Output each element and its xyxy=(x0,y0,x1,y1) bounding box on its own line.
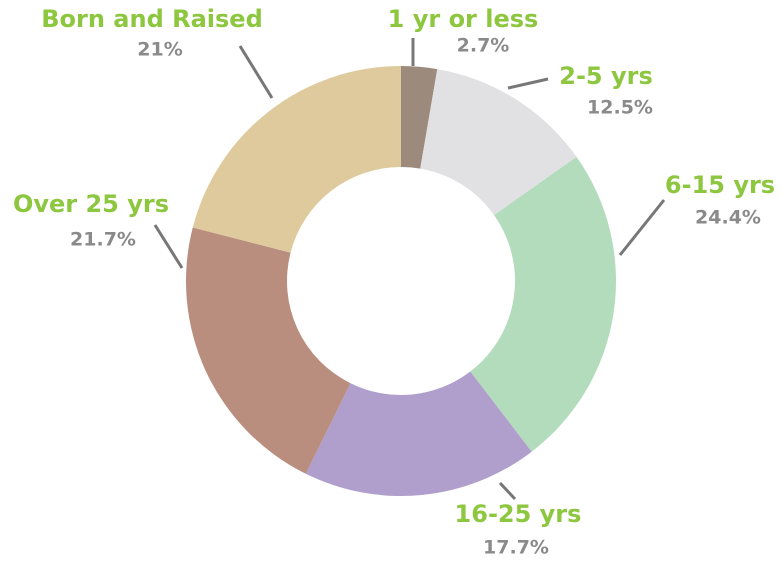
slice-label: 2-5 yrs xyxy=(559,62,652,90)
value-label: 2.7% xyxy=(457,35,510,57)
slice-label: 1 yr or less xyxy=(388,5,539,33)
leader-line xyxy=(153,224,184,269)
value-label: 21% xyxy=(137,39,182,61)
slice-label: Over 25 yrs xyxy=(13,190,169,218)
donut-slice xyxy=(185,227,351,474)
donut-slice xyxy=(401,66,438,169)
donut-slice xyxy=(470,156,617,452)
leader-line xyxy=(618,199,666,256)
value-label: 17.7% xyxy=(483,537,549,559)
donut-slice xyxy=(305,371,532,496)
slice-label: Born and Raised xyxy=(41,5,263,33)
slice-label: 6-15 yrs xyxy=(665,171,775,199)
value-label: 24.4% xyxy=(695,207,761,229)
value-label: 12.5% xyxy=(587,97,653,119)
leader-line xyxy=(238,45,274,99)
leader-line xyxy=(507,77,549,90)
donut-slice xyxy=(192,66,401,253)
value-label: 21.7% xyxy=(70,229,136,251)
slice-label: 16-25 yrs xyxy=(455,500,582,528)
donut-slice xyxy=(420,69,577,216)
leader-line xyxy=(498,481,517,501)
